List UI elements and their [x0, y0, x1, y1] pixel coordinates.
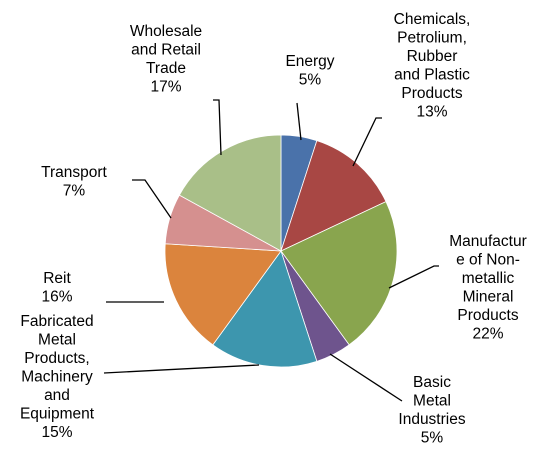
slice-label-line: Chemicals, [394, 11, 471, 28]
slice-label-7: Transport 7% [41, 164, 107, 200]
slice-label-line: Energy [285, 53, 334, 70]
pie-slice-6 [164, 243, 282, 346]
slice-label-line: Products [457, 307, 518, 324]
slice-label-line: Machinery [21, 369, 93, 386]
slice-label-8: Wholesale and Retail Trade 17% [130, 23, 202, 96]
slice-label-line: 7% [63, 183, 86, 200]
slice-labels: Energy 5% Chemicals, Petrolium, Rubber and Pl… [20, 11, 527, 447]
leader-line-1 [296, 102, 302, 141]
pie-slice-5 [212, 250, 318, 368]
slice-label-line: 16% [41, 289, 72, 306]
slice-label-line: 15% [41, 424, 72, 441]
slice-label-line: Metal [38, 332, 76, 349]
slice-label-line: Metal [413, 393, 451, 410]
slice-label-line: 17% [150, 79, 181, 96]
slice-label-line: Equipment [20, 406, 95, 423]
slice-label-line: Industries [398, 411, 465, 428]
slice-label-1: Energy 5% [285, 53, 334, 89]
slice-label-line: metallic [462, 270, 515, 287]
leader-line-2 [352, 117, 382, 167]
pie-slice-8 [178, 134, 282, 252]
slice-label-line: Products [401, 85, 462, 102]
slice-label-line: 5% [421, 430, 444, 447]
slice-label-line: Transport [41, 164, 107, 181]
slice-label-line: Rubber [407, 48, 458, 65]
slice-label-4: Basic Metal Industries 5% [398, 374, 465, 447]
slice-label-line: Mineral [463, 289, 514, 306]
slice-label-6: Reit 16% [41, 270, 72, 306]
pie-slice-2 [280, 140, 387, 252]
slice-label-line: Products, [24, 350, 89, 367]
slice-label-line: 5% [299, 72, 322, 89]
slice-label-line: Petrolium, [397, 30, 467, 47]
slice-label-line: Manufactur [449, 233, 527, 250]
slice-label-line: and Retail [131, 42, 201, 59]
slice-label-line: Basic [413, 374, 451, 391]
slice-label-line: Fabricated [20, 313, 93, 330]
slice-label-line: 13% [416, 104, 447, 121]
slice-label-line: Reit [43, 270, 71, 287]
pie-slices [164, 134, 398, 368]
leader-line-7 [132, 179, 172, 219]
slice-label-line: Wholesale [130, 23, 202, 40]
leader-line-3 [388, 265, 439, 289]
leader-line-4 [329, 353, 403, 402]
slice-label-line: e of Non- [456, 252, 520, 269]
slice-label-3: Manufactur e of Non-metallic Mineral Produc… [449, 233, 527, 343]
slice-label-line: 22% [472, 326, 503, 343]
pie-slice-3 [280, 201, 398, 346]
slice-label-2: Chemicals, Petrolium, Rubber and Plastic Pro… [394, 11, 471, 121]
slice-label-5: Fabricated Metal Products, Machinery and Equi… [20, 313, 95, 441]
leader-line-8 [213, 99, 222, 156]
slice-label-line: and [44, 387, 70, 404]
leader-lines [103, 99, 439, 402]
slice-label-line: Trade [146, 60, 186, 77]
slice-label-line: and Plastic [394, 67, 470, 84]
leader-line-5 [103, 364, 260, 374]
